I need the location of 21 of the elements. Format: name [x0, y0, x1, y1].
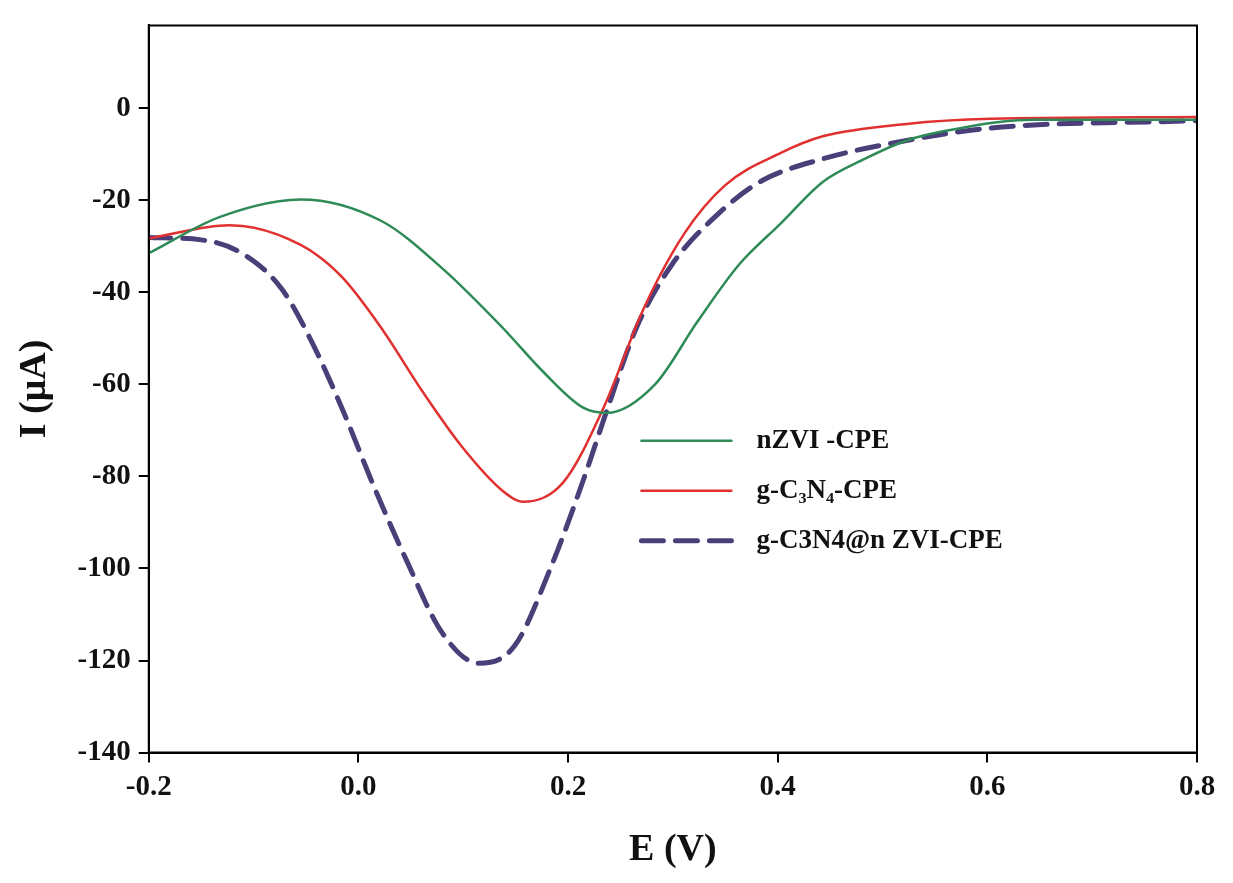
x-tick-label: 0.2 [549, 769, 587, 802]
x-axis-title: E (V) [629, 826, 717, 870]
y-axis-title: I (μA) [10, 339, 54, 439]
x-tick-label: 0.8 [1178, 769, 1216, 802]
y-tick-label: -120 [77, 642, 131, 675]
x-tick-label: 0.6 [969, 769, 1006, 802]
y-tick-label: -20 [92, 181, 131, 214]
y-tick-label: -140 [77, 734, 131, 767]
y-tick-label: 0 [116, 89, 131, 122]
legend-label: nZVI -CPE [756, 423, 890, 454]
legend-label: g-C₃N₄-CPE [756, 473, 898, 504]
line-series [148, 115, 1197, 504]
y-tick-label: -100 [77, 549, 131, 582]
y-tick-label: -80 [92, 457, 131, 490]
y-tick-label: -40 [92, 273, 131, 306]
x-tick-label: -0.2 [125, 769, 172, 802]
x-tick-label: 0.0 [340, 769, 377, 802]
y-tick-label: -60 [92, 365, 131, 398]
line-series [148, 118, 1197, 415]
legend-label: g-C3N4@n ZVI-CPE [756, 523, 1003, 554]
x-tick-label: 0.4 [759, 769, 796, 802]
